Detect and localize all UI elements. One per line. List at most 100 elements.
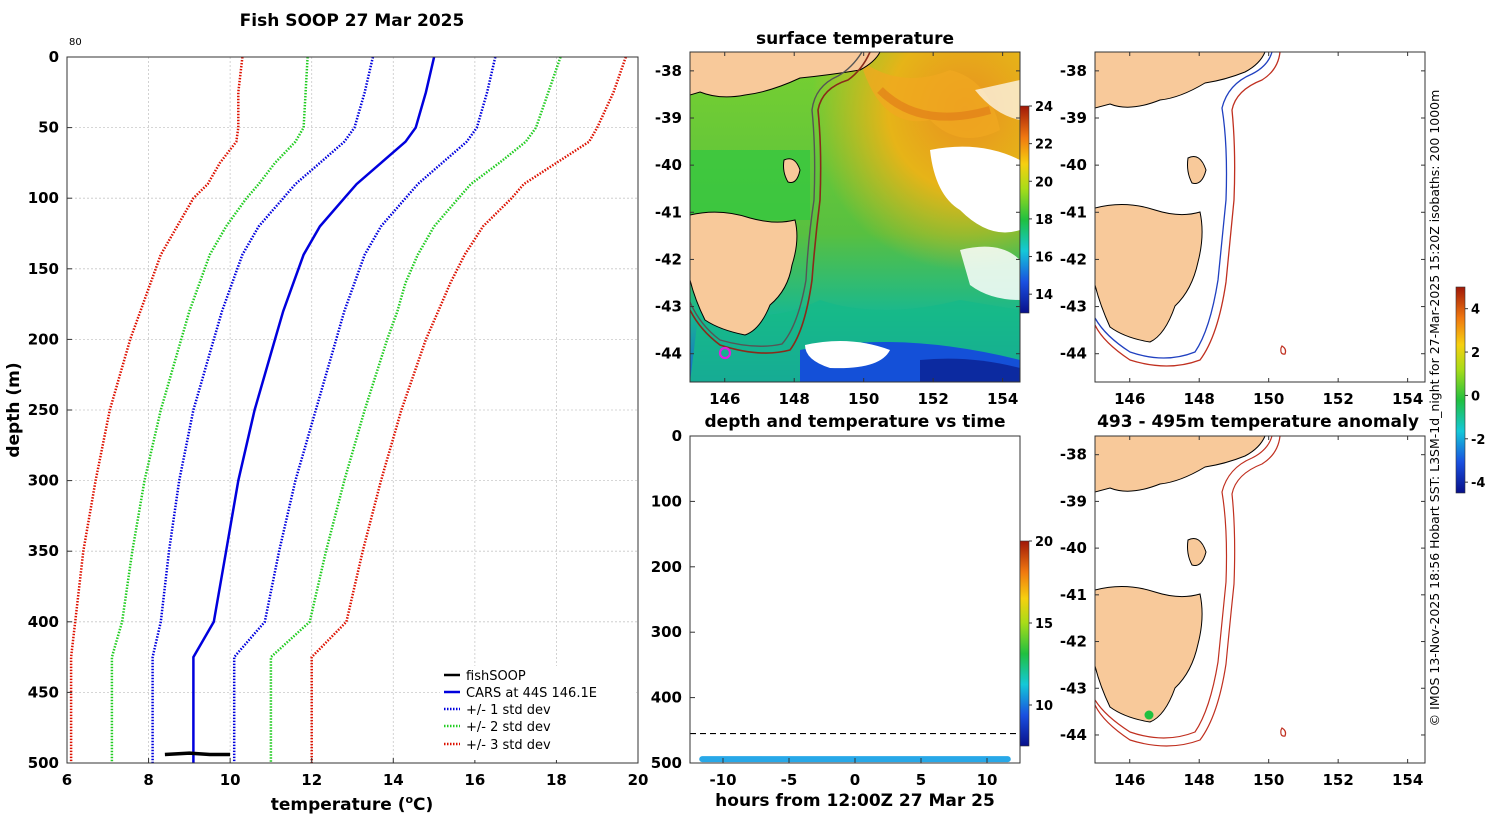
- profile-legend: fishSOOP CARS at 44S 146.1E +/- 1 std de…: [440, 666, 636, 760]
- anomaly-map: 493 - 495m temperature anomaly 146 148 150…: [1060, 286, 1485, 789]
- time-x-tick-label: 10: [977, 771, 998, 789]
- isobath-map-x-tick-label: 154: [1392, 390, 1423, 408]
- profile-x-tick-label: 14: [383, 771, 404, 789]
- isobath-map-y-tick-label: -38: [1060, 62, 1087, 80]
- std2-upper-line: [269, 56, 562, 763]
- sst-map-y-tick-label: -44: [655, 345, 682, 363]
- side-caption: © IMOS 13-Nov-2025 18:56 Hobart SST: L3S…: [1427, 90, 1442, 727]
- sst-colorbar-tick-label: 16: [1035, 251, 1053, 266]
- anomaly-colorbar-labels: 4 2 0 -2 -4: [1465, 303, 1485, 491]
- profile-y-ticks: 0 50 100 150 200 250 300 350 400 450 500: [28, 48, 72, 772]
- time-colorbar-tick-label: 10: [1035, 699, 1053, 714]
- time-colorbar: [1019, 540, 1030, 747]
- isobath-map-x-ticks: 146 148 150 152 154: [1114, 52, 1423, 408]
- sst-colorbar-tick-label: 14: [1035, 288, 1053, 303]
- profile-y-tick-label: 450: [28, 683, 59, 701]
- profile-chart-title: Fish SOOP 27 Mar 2025: [240, 11, 465, 31]
- time-y-tick-label: 0: [672, 427, 682, 445]
- std1-lower-line: [151, 56, 375, 763]
- time-y-tick-label: 500: [651, 754, 682, 772]
- anomaly-seamount-contour: [1280, 727, 1287, 737]
- profile-x-tick-label: 6: [62, 771, 72, 789]
- sst-map-y-tick-label: -38: [655, 62, 682, 80]
- sst-colorbar-tick-label: 18: [1035, 213, 1053, 228]
- time-chart: depth and temperature vs time -10 -5 0 5 10 …: [651, 412, 1053, 811]
- time-colorbar-tick-label: 15: [1035, 617, 1053, 632]
- isobath-map-x-tick-label: 150: [1253, 390, 1284, 408]
- sst-colorbar: [1019, 105, 1030, 314]
- anomaly-map-x-tick-label: 146: [1114, 771, 1145, 789]
- sst-map-y-ticks: -38 -39 -40 -41 -42 -43 -44: [655, 62, 1020, 363]
- anomaly-map-y-tick-label: -41: [1060, 586, 1087, 604]
- anomaly-map-x-tick-label: 148: [1184, 771, 1215, 789]
- anomaly-map-title: 493 - 495m temperature anomaly: [1097, 412, 1419, 432]
- profile-y-tick-label: 50: [38, 119, 59, 137]
- isobath-map-y-tick-label: -43: [1060, 298, 1087, 316]
- sst-map-x-tick-label: 152: [918, 390, 949, 408]
- profile-y-label: depth (m): [4, 362, 24, 457]
- anomaly-map-frame: [1094, 435, 1426, 764]
- isobath-map-y-tick-label: -44: [1060, 345, 1087, 363]
- legend-item-std1: +/- 1 std dev: [466, 703, 551, 718]
- sst-map-x-tick-label: 150: [848, 390, 879, 408]
- profile-x-tick-label: 16: [464, 771, 485, 789]
- isobath-map-x-tick-label: 152: [1323, 390, 1354, 408]
- iso-land-flinders-island: [1187, 156, 1207, 184]
- isobath-map-x-tick-label: 148: [1184, 390, 1215, 408]
- anomaly-map-y-tick-label: -40: [1060, 539, 1087, 557]
- profile-x-tick-label: 18: [546, 771, 567, 789]
- sst-map-y-tick-label: -39: [655, 109, 682, 127]
- time-chart-title: depth and temperature vs time: [705, 412, 1006, 432]
- sst-land-victoria: [690, 52, 881, 98]
- std1-upper-line: [232, 56, 497, 763]
- time-colorbar-labels: 20 15 10: [1029, 535, 1053, 714]
- time-y-ticks: 0 100 200 300 400 500: [651, 427, 695, 772]
- isobath-map-frame: [1094, 51, 1426, 383]
- profile-corner-label: 80: [69, 37, 82, 48]
- isobath-map-y-tick-label: -42: [1060, 250, 1087, 268]
- isobath-map-y-tick-label: -39: [1060, 109, 1087, 127]
- profile-y-tick-label: 350: [28, 542, 59, 560]
- cars-profile-line: [192, 56, 436, 763]
- profile-y-tick-label: 250: [28, 401, 59, 419]
- profile-x-tick-label: 12: [301, 771, 322, 789]
- anomaly-map-x-tick-label: 154: [1392, 771, 1423, 789]
- anomaly-colorbar-tick-label: 4: [1471, 303, 1480, 318]
- profile-chart: Fish SOOP 27 Mar 2025 80 6 8 10 12 14 16 18 20 …: [4, 11, 648, 815]
- profile-y-tick-label: 200: [28, 330, 59, 348]
- profile-x-ticks: 6 8 10 12 14 16 18 20: [62, 758, 648, 789]
- time-y-tick-label: 200: [651, 558, 682, 576]
- legend-item-cars: CARS at 44S 146.1E: [466, 686, 597, 701]
- time-marks: [690, 732, 1020, 763]
- sst-map: surface temperature 146 148 150: [655, 29, 1053, 408]
- anomaly-map-x-tick-label: 152: [1323, 771, 1354, 789]
- sst-isobath-200: [690, 52, 863, 347]
- anomaly-colorbar-tick-label: 2: [1471, 346, 1480, 361]
- sst-cloud-patch: [805, 341, 890, 369]
- anomaly-map-y-tick-label: -43: [1060, 679, 1087, 697]
- sst-map-title: surface temperature: [756, 29, 954, 49]
- sst-map-x-tick-label: 146: [709, 390, 740, 408]
- anomaly-map-y-tick-label: -42: [1060, 633, 1087, 651]
- iso-seamount-contour: [1280, 345, 1287, 355]
- profile-y-tick-label: 0: [49, 48, 59, 66]
- anomaly-isobath-outer: [1095, 436, 1281, 747]
- sst-map-x-tick-label: 154: [987, 390, 1018, 408]
- profile-y-tick-label: 150: [28, 260, 59, 278]
- std3-lower-line: [69, 56, 244, 763]
- profile-gridlines: [67, 57, 638, 763]
- sst-map-y-tick-label: -43: [655, 298, 682, 316]
- sst-map-y-tick-label: -40: [655, 156, 682, 174]
- profile-y-tick-label: 400: [28, 613, 59, 631]
- legend-item-std3: +/- 3 std dev: [466, 738, 551, 753]
- anomaly-map-y-tick-label: -38: [1060, 446, 1087, 464]
- sst-map-y-tick-label: -41: [655, 203, 682, 221]
- anomaly-map-y-ticks: -38 -39 -40 -41 -42 -43 -44: [1060, 446, 1425, 744]
- isobath-map-y-tick-label: -41: [1060, 203, 1087, 221]
- legend-item-std2: +/- 2 std dev: [466, 720, 551, 735]
- time-y-tick-label: 100: [651, 492, 682, 510]
- profile-y-tick-label: 300: [28, 472, 59, 490]
- fishsoop-line: [164, 751, 231, 757]
- anomaly-marker: [1144, 710, 1154, 720]
- anomaly-land-tasmania: [1095, 586, 1203, 723]
